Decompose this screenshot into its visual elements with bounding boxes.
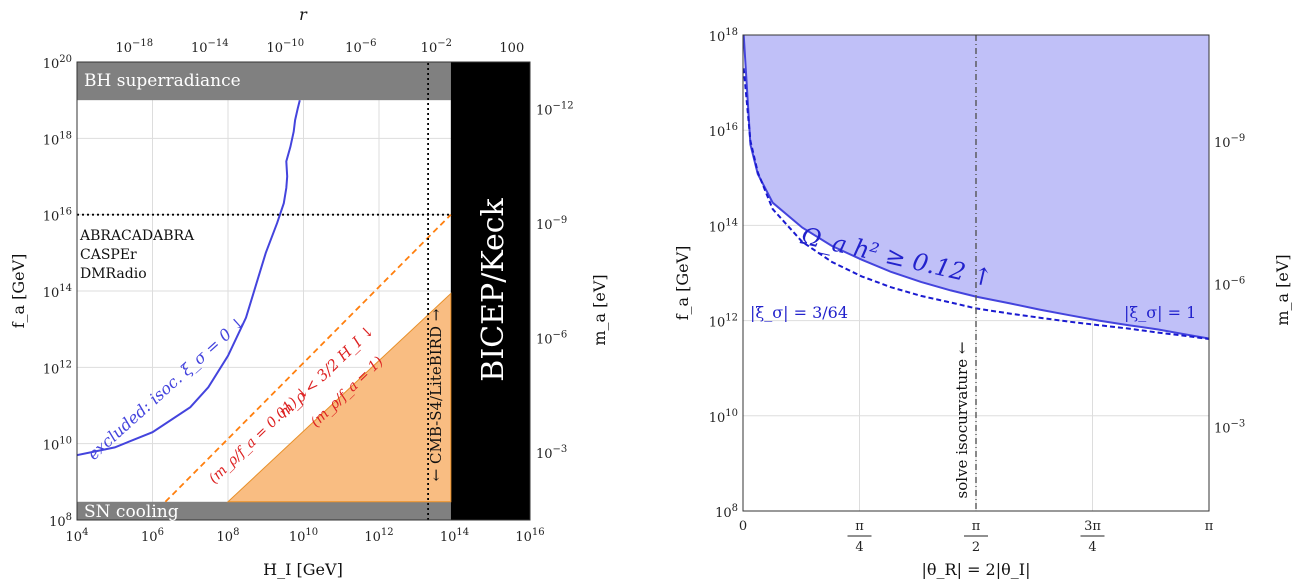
right-x-tick: π2 [964, 519, 989, 555]
line-excluded-isoc-0 [77, 99, 301, 457]
left-top-tick: 10−18 [115, 38, 153, 56]
label-bicep-keck: BICEP/Keck [476, 197, 511, 381]
right-panel: 0 π4π23π4π1081010101210141016101810−910−6… [673, 27, 1292, 579]
left-y-tick: 1020 [43, 54, 72, 72]
right-fill [743, 35, 1209, 339]
left-right-axis-label: m_a [eV] [590, 274, 609, 345]
left-right-tick: 10−9 [536, 215, 567, 233]
right-y-tick: 108 [715, 503, 738, 521]
left-regions [77, 62, 530, 520]
label-bh-superradiance: BH superradiance [84, 71, 241, 91]
right-y-tick: 1018 [709, 27, 738, 45]
right-right-tick: 10−6 [1214, 276, 1245, 294]
left-top-tick: 100 [499, 41, 524, 56]
left-top-tick: 10−14 [191, 38, 229, 56]
label-sn-cooling: SN cooling [84, 502, 179, 522]
left-y-tick: 1016 [43, 207, 72, 225]
left-top-tick: 10−2 [421, 38, 452, 56]
region-bicep-keck [450, 62, 530, 520]
left-x-tick: 1010 [289, 527, 318, 545]
left-y-axis-label: f_a [GeV] [9, 254, 28, 329]
right-x-tick: 0 [739, 519, 747, 534]
left-x-tick: 106 [141, 527, 164, 545]
left-right-tick: 10−12 [536, 100, 574, 118]
label-solve-isocurvature: solve isocurvature ← [953, 342, 971, 499]
left-x-tick: 1014 [440, 527, 469, 545]
left-top-tick: 10−10 [266, 38, 304, 56]
left-y-tick: 1014 [43, 283, 72, 301]
svg-text:4: 4 [855, 540, 863, 555]
line-m-f-a-0-01 [164, 214, 452, 503]
region-bh-superradiance [77, 62, 451, 101]
left-y-tick: 108 [49, 512, 72, 530]
left-x-tick: 108 [217, 527, 240, 545]
label-xi-3-64: |ξ_σ| = 3/64 [750, 303, 848, 322]
left-lines [77, 62, 452, 520]
left-panel: 104 106 108 1010 1012 1014 1016 108 1010 1012 1014… [9, 5, 609, 579]
left-top-axis-label: r [299, 5, 308, 24]
right-x-tick: π [1205, 519, 1214, 534]
svg-text:4: 4 [1088, 540, 1096, 555]
right-x-axis-label: |θ_R| = 2|θ_I| [922, 560, 1031, 579]
left-y-tick: 1012 [43, 359, 72, 377]
svg-text:2: 2 [972, 540, 980, 555]
svg-text:π: π [972, 519, 981, 534]
svg-text:3π: 3π [1084, 519, 1101, 534]
right-x-tick: 3π4 [1080, 519, 1105, 555]
right-ticks: 0 π4π23π4π1081010101210141016101810−910−6… [709, 27, 1246, 555]
right-y-tick: 1010 [709, 408, 738, 426]
label-dmradio: DMRadio [80, 266, 147, 282]
left-x-tick: 1016 [515, 527, 544, 545]
right-right-axis-label: m_a [eV] [1273, 254, 1292, 325]
left-right-tick: 10−6 [536, 329, 567, 347]
series-1 [743, 35, 1209, 340]
label-isocurvature-line: excluded: isoc. ξ_σ = 0 ↓ [84, 312, 249, 464]
label-casper: CASPEr [80, 247, 137, 263]
region-m-3-2-h-i [226, 292, 452, 503]
right-x-tick: π4 [847, 519, 872, 555]
label-cmb-s4-litebird: ← CMB-S4/LiteBIRD → [427, 308, 445, 481]
svg-text:π: π [855, 519, 864, 534]
label-xi-1: |ξ_σ| = 1 [1124, 303, 1196, 322]
left-right-tick: 10−3 [536, 444, 567, 462]
right-right-tick: 10−3 [1214, 418, 1245, 436]
right-y-tick: 1012 [709, 313, 738, 331]
left-frame [76, 61, 531, 521]
right-y-tick: 1016 [709, 122, 738, 140]
left-x-tick: 1012 [364, 527, 393, 545]
right-lines [743, 35, 1209, 511]
right-right-tick: 10−9 [1214, 133, 1245, 151]
region-sn-cooling [77, 501, 451, 520]
relic-density-excluded-region [743, 35, 1209, 339]
svg-text:0: 0 [739, 519, 747, 534]
left-top-tick: 10−6 [345, 38, 376, 56]
right-frame [742, 34, 1210, 512]
left-x-axis-label: H_I [GeV] [263, 560, 343, 579]
left-x-tick: 104 [66, 527, 89, 545]
right-y-tick: 1014 [709, 217, 738, 235]
right-y-axis-label: f_a [GeV] [673, 246, 692, 321]
svg-text:π: π [1205, 519, 1214, 534]
left-y-tick: 1010 [43, 436, 72, 454]
left-ticks: 104 106 108 1010 1012 1014 1016 108 1010 1012 1014… [43, 38, 574, 545]
label-abracadabra: ABRACADABRA [79, 228, 195, 244]
left-y-tick: 1018 [43, 130, 72, 148]
